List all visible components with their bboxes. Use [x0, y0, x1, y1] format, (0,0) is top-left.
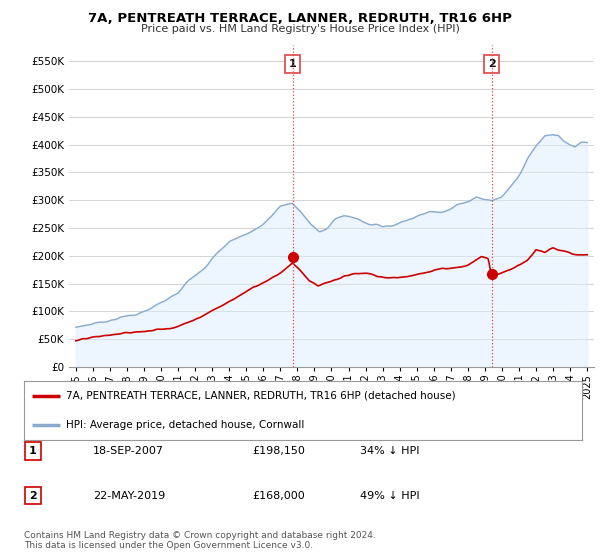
Text: 18-SEP-2007: 18-SEP-2007 [93, 446, 164, 456]
Text: 34% ↓ HPI: 34% ↓ HPI [360, 446, 419, 456]
Text: 7A, PENTREATH TERRACE, LANNER, REDRUTH, TR16 6HP (detached house): 7A, PENTREATH TERRACE, LANNER, REDRUTH, … [66, 390, 455, 400]
Text: Price paid vs. HM Land Registry's House Price Index (HPI): Price paid vs. HM Land Registry's House … [140, 24, 460, 34]
Text: 1: 1 [289, 59, 296, 69]
Text: 49% ↓ HPI: 49% ↓ HPI [360, 491, 419, 501]
Text: Contains HM Land Registry data © Crown copyright and database right 2024.
This d: Contains HM Land Registry data © Crown c… [24, 531, 376, 550]
Text: 7A, PENTREATH TERRACE, LANNER, REDRUTH, TR16 6HP: 7A, PENTREATH TERRACE, LANNER, REDRUTH, … [88, 12, 512, 25]
Text: 2: 2 [488, 59, 496, 69]
Text: 1: 1 [29, 446, 37, 456]
Text: 22-MAY-2019: 22-MAY-2019 [93, 491, 165, 501]
Text: HPI: Average price, detached house, Cornwall: HPI: Average price, detached house, Corn… [66, 420, 304, 430]
Text: £168,000: £168,000 [252, 491, 305, 501]
Text: 2: 2 [29, 491, 37, 501]
Text: £198,150: £198,150 [252, 446, 305, 456]
